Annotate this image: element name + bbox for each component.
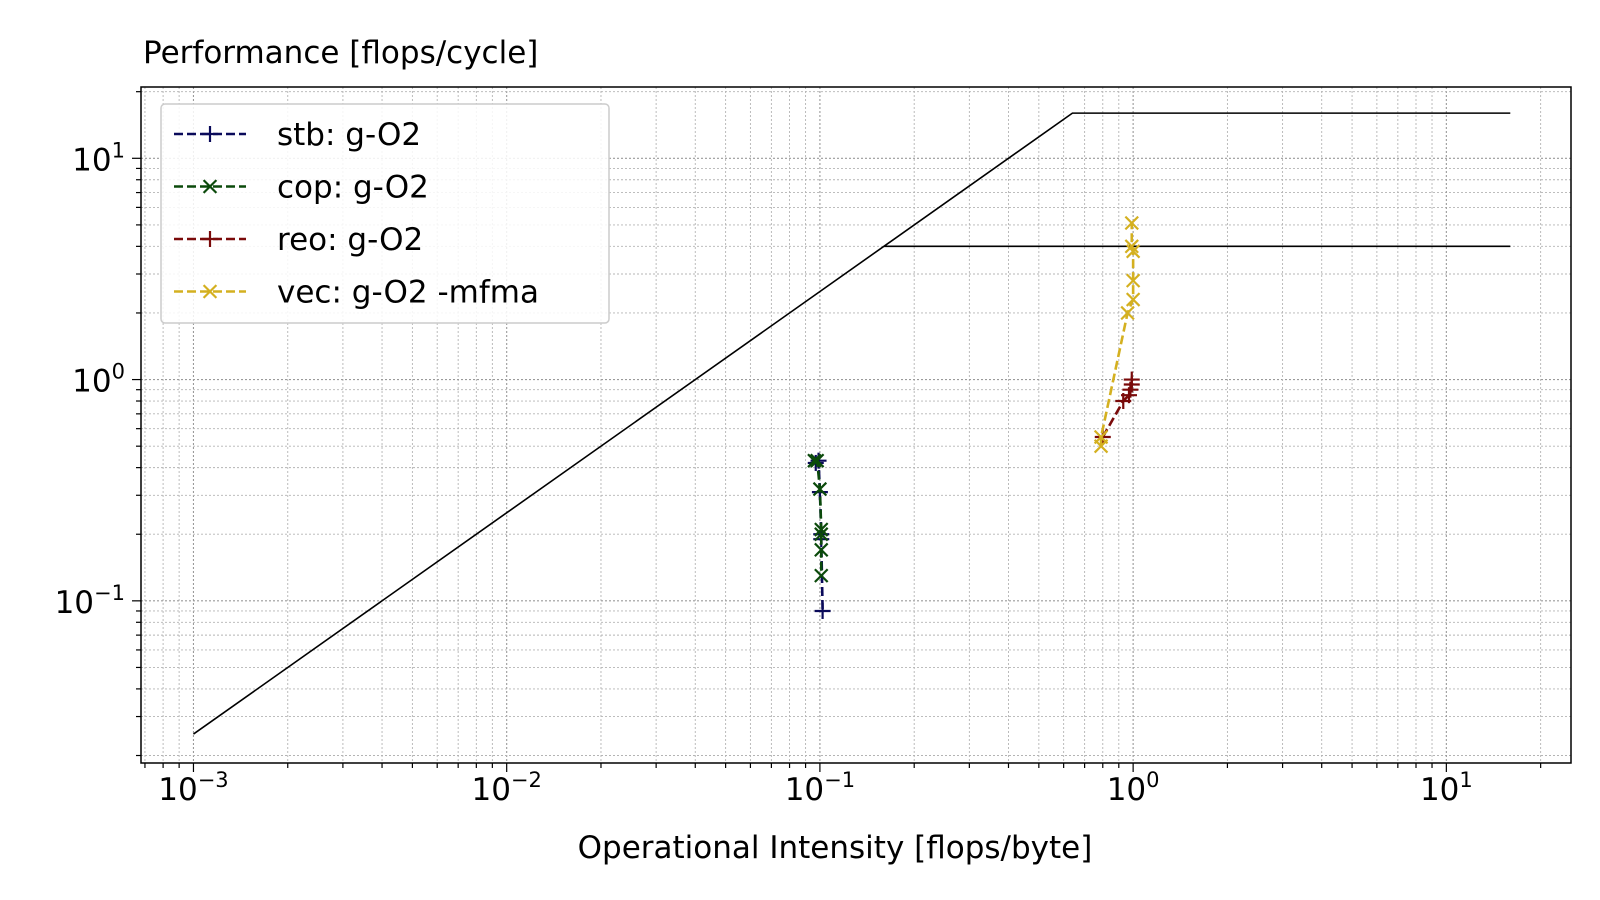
legend-marker [202,284,218,299]
x-tick-label: 101 [1420,768,1473,808]
y-tick-label: 101 [72,138,125,178]
legend-box [160,103,610,324]
roofline [193,112,1511,735]
legend-label: stb: g-O2 [277,117,421,153]
x-axis-label: Operational Intensity [flops/byte] [578,830,1093,866]
legend-marker [202,179,218,194]
data-series [807,215,1141,619]
axis-ticks: 10−3 10−2 10−1 100 101 10−1 100 101 [55,91,1542,808]
data-point [814,602,831,619]
y-tick-label: 100 [72,360,125,400]
data-point [814,568,829,583]
grid-lines [141,87,1571,763]
y-tick-label: 10−1 [55,581,125,621]
data-point [1123,371,1140,388]
data-point [1093,429,1109,445]
data-point [807,453,822,468]
data-point [814,542,829,558]
x-tick-label: 100 [1107,768,1160,808]
data-point [1124,215,1139,231]
plot-frame [140,86,1572,764]
legend-marker [202,126,218,142]
data-point [809,453,825,468]
legend-label: reo: g-O2 [277,222,423,258]
data-point [812,481,828,497]
data-point [1120,305,1135,321]
data-point [1124,239,1139,254]
legend: stb: g-O2 cop: g-O2 reo: g-O2 vec: g-O2 -mf… [160,103,610,324]
data-point [814,522,829,537]
x-tick-label: 10−1 [785,768,855,808]
legend-marker [202,231,218,247]
data-point [1125,244,1141,259]
x-tick-label: 10−2 [471,768,541,808]
data-point [1125,273,1141,288]
x-tick-label: 10−3 [158,768,228,808]
data-point [814,527,829,542]
legend-label: cop: g-O2 [277,170,429,206]
roofline-lines [193,112,1511,735]
chart-title: Performance [flops/cycle] [143,35,538,71]
data-point [1125,292,1141,307]
legend-label: vec: g-O2 -mfma [277,275,539,311]
